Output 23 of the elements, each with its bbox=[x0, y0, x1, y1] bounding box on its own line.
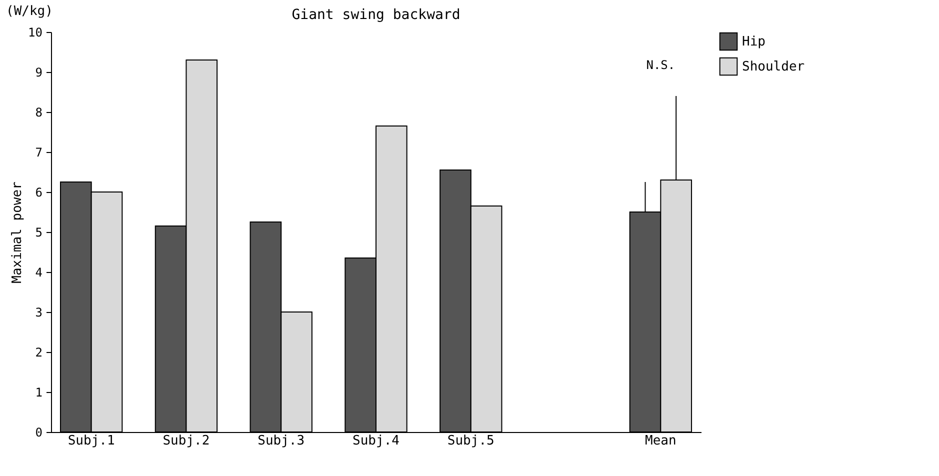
y-tick-label: 3 bbox=[35, 306, 42, 320]
legend-label: Shoulder bbox=[742, 60, 805, 74]
y-axis-title: Maximal power bbox=[10, 181, 26, 284]
legend-label: Hip bbox=[742, 34, 766, 50]
x-tick-label: Subj.2 bbox=[162, 434, 210, 448]
y-tick-label: 4 bbox=[35, 266, 42, 280]
y-tick-label: 10 bbox=[28, 26, 42, 40]
x-tick-label: Subj.4 bbox=[352, 434, 400, 448]
x-tick-label: Subj.3 bbox=[258, 434, 305, 448]
y-tick-label: 5 bbox=[35, 226, 42, 240]
x-tick-label: Subj.1 bbox=[68, 434, 115, 448]
x-tick-label: Subj.5 bbox=[447, 434, 494, 448]
y-tick-label: 9 bbox=[35, 66, 42, 80]
y-tick-label: 2 bbox=[35, 346, 42, 360]
text: (W/kg) bbox=[6, 4, 53, 19]
annotation: N.S. bbox=[646, 58, 676, 72]
y-tick-label: 8 bbox=[35, 106, 42, 120]
chart-title: Giant swing backward bbox=[292, 7, 460, 23]
y-tick-label: 6 bbox=[35, 186, 42, 200]
y-tick-label: 1 bbox=[35, 386, 42, 400]
y-tick-label: 0 bbox=[35, 426, 42, 440]
y-tick-label: 7 bbox=[35, 146, 42, 160]
x-tick-label: Mean bbox=[645, 434, 676, 448]
